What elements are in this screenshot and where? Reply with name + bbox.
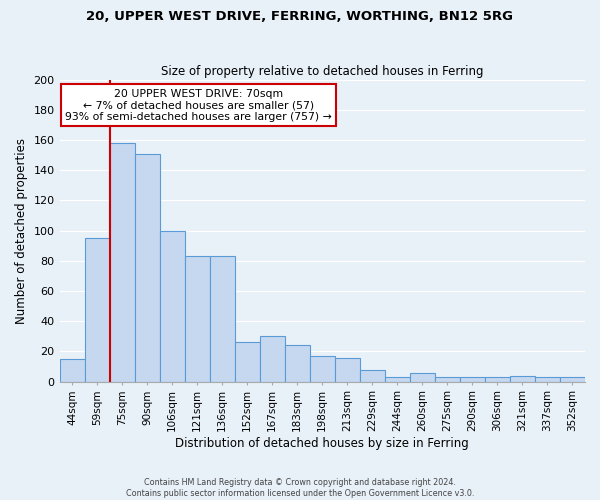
- Bar: [235, 342, 260, 382]
- Bar: [560, 377, 585, 382]
- Bar: [460, 377, 485, 382]
- Bar: [260, 336, 285, 382]
- Bar: [535, 377, 560, 382]
- Bar: [435, 377, 460, 382]
- Bar: [110, 143, 134, 382]
- X-axis label: Distribution of detached houses by size in Ferring: Distribution of detached houses by size …: [175, 437, 469, 450]
- Bar: [360, 370, 385, 382]
- Bar: [85, 238, 110, 382]
- Bar: [385, 377, 410, 382]
- Text: 20, UPPER WEST DRIVE, FERRING, WORTHING, BN12 5RG: 20, UPPER WEST DRIVE, FERRING, WORTHING,…: [86, 10, 514, 23]
- Text: 20 UPPER WEST DRIVE: 70sqm
← 7% of detached houses are smaller (57)
93% of semi-: 20 UPPER WEST DRIVE: 70sqm ← 7% of detac…: [65, 88, 332, 122]
- Bar: [59, 359, 85, 382]
- Bar: [185, 256, 209, 382]
- Bar: [310, 356, 335, 382]
- Bar: [209, 256, 235, 382]
- Bar: [160, 230, 185, 382]
- Bar: [410, 372, 435, 382]
- Bar: [285, 346, 310, 382]
- Title: Size of property relative to detached houses in Ferring: Size of property relative to detached ho…: [161, 66, 484, 78]
- Bar: [134, 154, 160, 382]
- Text: Contains HM Land Registry data © Crown copyright and database right 2024.
Contai: Contains HM Land Registry data © Crown c…: [126, 478, 474, 498]
- Bar: [485, 377, 510, 382]
- Y-axis label: Number of detached properties: Number of detached properties: [15, 138, 28, 324]
- Bar: [335, 358, 360, 382]
- Bar: [510, 376, 535, 382]
